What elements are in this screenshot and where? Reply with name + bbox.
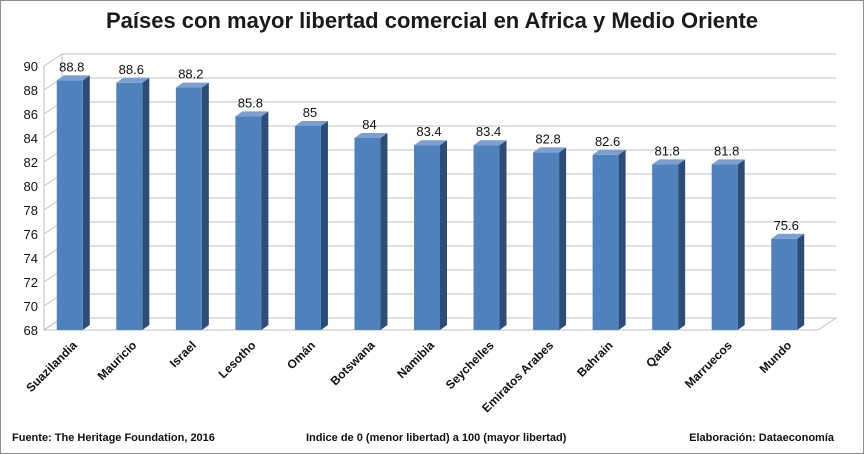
- y-tick-label: 82: [24, 155, 38, 170]
- bar: [116, 77, 150, 330]
- bar-side: [201, 82, 209, 330]
- bar-side: [737, 159, 745, 330]
- bar-side: [797, 233, 805, 330]
- bar-front: [711, 164, 738, 330]
- bar-side: [261, 111, 269, 331]
- bar-top: [294, 121, 328, 126]
- bar-front: [473, 145, 500, 330]
- bar-side: [320, 121, 328, 330]
- data-label: 81.8: [714, 143, 739, 158]
- x-tick-label: Bahrain: [574, 338, 615, 379]
- data-label: 85.8: [238, 95, 263, 110]
- bar-front: [652, 164, 679, 330]
- bar: [56, 75, 90, 331]
- data-label: 75.6: [774, 218, 799, 233]
- x-tick-label: Mundo: [757, 338, 795, 376]
- x-tick-label: Omán: [284, 338, 318, 372]
- x-tick-label: Mauricio: [95, 338, 140, 383]
- x-tick-label: Suazilandia: [23, 338, 80, 395]
- bar: [771, 233, 805, 330]
- y-axis: 68 70 72 74 76 78 80 82 84 86 88 90: [24, 59, 38, 338]
- bar: [652, 159, 686, 330]
- bar: [592, 149, 626, 330]
- y-tick-label: 74: [24, 251, 38, 266]
- data-label: 85: [303, 105, 317, 120]
- bar-top: [116, 77, 150, 83]
- x-tick-label: Seychelles: [443, 338, 497, 392]
- gridline-depth: [43, 53, 63, 67]
- chart-title: Países con mayor libertad comercial en A…: [105, 8, 759, 33]
- bar-side: [142, 77, 150, 330]
- bar-top: [711, 159, 745, 165]
- bar-top: [56, 75, 90, 81]
- bar: [414, 140, 447, 330]
- x-axis: Suazilandia Mauricio Israel Lesotho Omán Bots…: [23, 338, 794, 415]
- y-tick-label: 76: [24, 227, 38, 242]
- bar-top: [414, 140, 447, 146]
- bar: [354, 133, 388, 330]
- data-label: 83.4: [476, 124, 501, 139]
- source-note: Fuente: The Heritage Foundation, 2016: [12, 432, 215, 444]
- data-label: 83.4: [416, 124, 441, 139]
- bar-side: [559, 147, 567, 330]
- data-label: 88.2: [178, 67, 203, 82]
- bars: [56, 75, 805, 331]
- bar-top: [235, 111, 269, 117]
- data-label: 82.8: [535, 131, 560, 146]
- y-tick-label: 72: [24, 275, 38, 290]
- bar-side: [618, 149, 626, 330]
- y-tick-label: 86: [24, 107, 38, 122]
- bar-top: [592, 149, 626, 155]
- data-label: 84: [362, 117, 376, 132]
- y-tick-label: 70: [24, 299, 38, 314]
- bar-top: [175, 82, 209, 88]
- bar-front: [294, 126, 321, 330]
- bar: [473, 140, 507, 330]
- bar-top: [473, 140, 507, 146]
- bar: [533, 147, 567, 330]
- y-tick-label: 68: [24, 323, 38, 338]
- x-tick-label: Namibia: [394, 338, 437, 381]
- x-tick-label: Botswana: [328, 338, 378, 388]
- data-label: 88.6: [119, 62, 144, 77]
- y-tick-label: 80: [24, 179, 38, 194]
- bar-side: [499, 140, 507, 330]
- bar-front: [235, 116, 262, 331]
- y-tick-label: 88: [24, 83, 38, 98]
- bar-front: [116, 82, 143, 330]
- bar: [294, 121, 328, 330]
- x-tick-label: Israel: [167, 338, 199, 370]
- bar-front: [771, 238, 798, 330]
- bar: [175, 82, 209, 330]
- bar-side: [82, 75, 90, 331]
- y-tick-label: 78: [24, 203, 38, 218]
- bar-front: [56, 80, 83, 331]
- bar-top: [354, 133, 388, 138]
- credit-note: Elaboración: Dataeconomía: [689, 432, 834, 444]
- y-tick-label: 90: [24, 59, 38, 74]
- data-label: 88.8: [59, 59, 84, 74]
- bar-side: [380, 133, 388, 330]
- bar-top: [771, 233, 805, 239]
- bar-front: [533, 152, 560, 330]
- bar-front: [414, 145, 440, 330]
- bar: [235, 111, 269, 331]
- x-tick-label: Lesotho: [216, 338, 259, 381]
- x-tick-label: Marruecos: [682, 338, 735, 391]
- x-tick-label: Qatar: [643, 338, 675, 370]
- data-label: 82.6: [595, 134, 620, 149]
- bar-top: [652, 159, 686, 165]
- data-labels: 88.8 88.6 88.2 85.8 85 84 83.4 83.4 82.8 82.6 81.8…: [59, 59, 799, 232]
- bar-front: [592, 154, 619, 330]
- bar-front: [354, 138, 381, 330]
- data-label: 81.8: [654, 143, 679, 158]
- bar-top: [533, 147, 567, 153]
- bar-side: [440, 140, 447, 330]
- index-note: Indice de 0 (menor libertad) a 100 (mayo…: [306, 432, 567, 444]
- y-tick-label: 84: [24, 131, 38, 146]
- bar: [711, 159, 745, 330]
- bar-side: [678, 159, 686, 330]
- bar-front: [175, 87, 202, 330]
